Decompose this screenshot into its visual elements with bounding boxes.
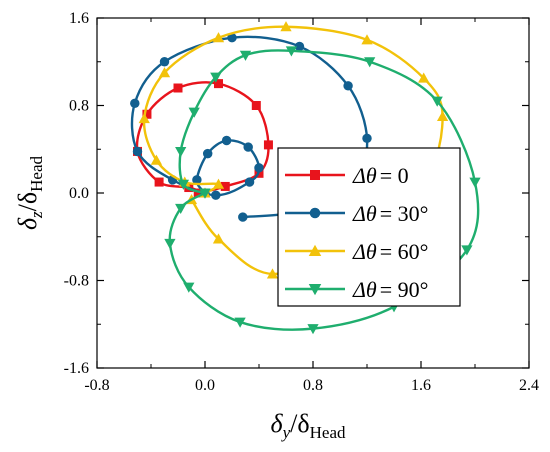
legend-label-symbol: Δθ xyxy=(352,201,377,226)
data-point xyxy=(436,110,449,121)
legend-label-value: = 0 xyxy=(380,163,409,188)
data-point xyxy=(362,133,372,144)
x-tick-label: 1.6 xyxy=(411,377,431,394)
data-point xyxy=(244,177,255,187)
series-3 xyxy=(164,46,481,335)
axis-ticks xyxy=(96,17,530,369)
data-point xyxy=(227,32,237,43)
data-point xyxy=(211,190,221,200)
legend-swatch-marker xyxy=(310,170,320,180)
legend-label-symbol: Δθ xyxy=(352,277,377,302)
data-point xyxy=(183,282,195,293)
data-point xyxy=(254,163,264,173)
data-point xyxy=(202,148,213,159)
data-point xyxy=(175,146,187,158)
x-axis-tail-sub: Head xyxy=(310,423,346,442)
data-point xyxy=(159,57,170,67)
y-tick-label: -0.8 xyxy=(64,273,89,290)
data-point xyxy=(294,41,305,52)
y-axis-tail: /δ xyxy=(13,192,42,211)
data-point xyxy=(199,188,211,199)
legend-label-symbol: Δθ xyxy=(352,163,377,188)
data-point xyxy=(173,83,183,93)
legend-label: Δθ = 0 xyxy=(352,163,409,188)
y-axis-title: δz/δHead xyxy=(13,155,46,230)
data-point xyxy=(150,154,163,165)
data-point xyxy=(461,245,473,256)
data-point xyxy=(177,179,190,190)
data-point xyxy=(234,317,246,328)
x-tick-label: 0.0 xyxy=(195,377,215,394)
plot-series xyxy=(130,21,481,335)
data-point xyxy=(154,177,164,187)
data-point xyxy=(188,107,200,118)
legend-entries: Δθ = 0Δθ = 30°Δθ = 60°Δθ = 90° xyxy=(285,163,428,302)
y-tick-label: 0.8 xyxy=(69,98,89,115)
data-point xyxy=(285,46,298,57)
data-point xyxy=(263,140,273,150)
data-point xyxy=(364,57,376,68)
data-point xyxy=(469,177,481,188)
legend-swatch-marker xyxy=(308,244,322,256)
y-axis-symbol-sub: z xyxy=(27,211,46,219)
data-point xyxy=(238,212,248,222)
data-point xyxy=(361,34,373,45)
legend-item: Δθ = 0 xyxy=(285,163,409,188)
series-line xyxy=(135,81,270,195)
y-tick-label: 0.0 xyxy=(69,185,89,202)
data-point xyxy=(212,233,225,244)
legend-label-value: = 30° xyxy=(380,201,429,226)
data-point xyxy=(193,188,203,198)
legend-label: Δθ = 90° xyxy=(352,277,428,302)
data-point xyxy=(138,113,150,124)
legend-label-value: = 60° xyxy=(380,239,429,264)
data-point xyxy=(212,32,225,43)
data-point xyxy=(266,268,279,279)
legend-label: Δθ = 60° xyxy=(352,239,428,264)
legend-item: Δθ = 30° xyxy=(285,201,428,226)
tick-labels: -0.8 0.0 0.8 1.6 2.4-1.6-0.80.00.81.6 xyxy=(64,10,539,394)
data-point xyxy=(239,50,252,61)
data-point xyxy=(158,67,171,78)
data-point xyxy=(243,142,253,152)
data-point xyxy=(431,96,443,107)
legend-swatch-marker xyxy=(309,207,321,219)
legend-swatch-marker xyxy=(308,284,322,296)
data-point xyxy=(214,79,223,89)
legend-item: Δθ = 60° xyxy=(285,239,428,264)
data-point xyxy=(164,238,176,249)
data-point xyxy=(175,203,187,214)
legend-label-symbol: Δθ xyxy=(352,239,377,264)
x-tick-label: 2.4 xyxy=(519,377,539,394)
data-point xyxy=(307,324,319,335)
x-tick-label: 0.8 xyxy=(303,377,323,394)
y-tick-label: -1.6 xyxy=(64,360,89,377)
x-axis-tail: /δ xyxy=(290,409,309,438)
x-tick-label: -0.8 xyxy=(84,377,109,394)
data-point xyxy=(343,81,353,91)
data-point xyxy=(251,101,261,110)
legend-label-value: = 90° xyxy=(380,277,429,302)
y-axis-tail-sub: Head xyxy=(27,155,46,191)
data-point xyxy=(142,109,152,119)
data-point xyxy=(210,72,222,83)
series-1 xyxy=(130,32,372,222)
x-axis-symbol: δ xyxy=(271,409,284,438)
data-point xyxy=(418,72,430,83)
data-point xyxy=(130,98,140,109)
legend-item: Δθ = 90° xyxy=(285,277,428,302)
legend: Δθ = 0Δθ = 30°Δθ = 60°Δθ = 90° xyxy=(277,147,461,307)
data-point xyxy=(220,181,230,191)
x-axis-symbol-sub: y xyxy=(281,423,291,442)
data-point xyxy=(192,175,202,185)
data-point xyxy=(280,21,292,32)
data-point xyxy=(212,178,225,189)
x-axis-title: δy/δHead xyxy=(271,409,346,442)
data-point xyxy=(221,135,232,146)
legend-label: Δθ = 30° xyxy=(352,201,428,226)
y-tick-label: 1.6 xyxy=(69,10,89,27)
data-point xyxy=(132,146,143,157)
y-axis-symbol: δ xyxy=(13,217,42,230)
